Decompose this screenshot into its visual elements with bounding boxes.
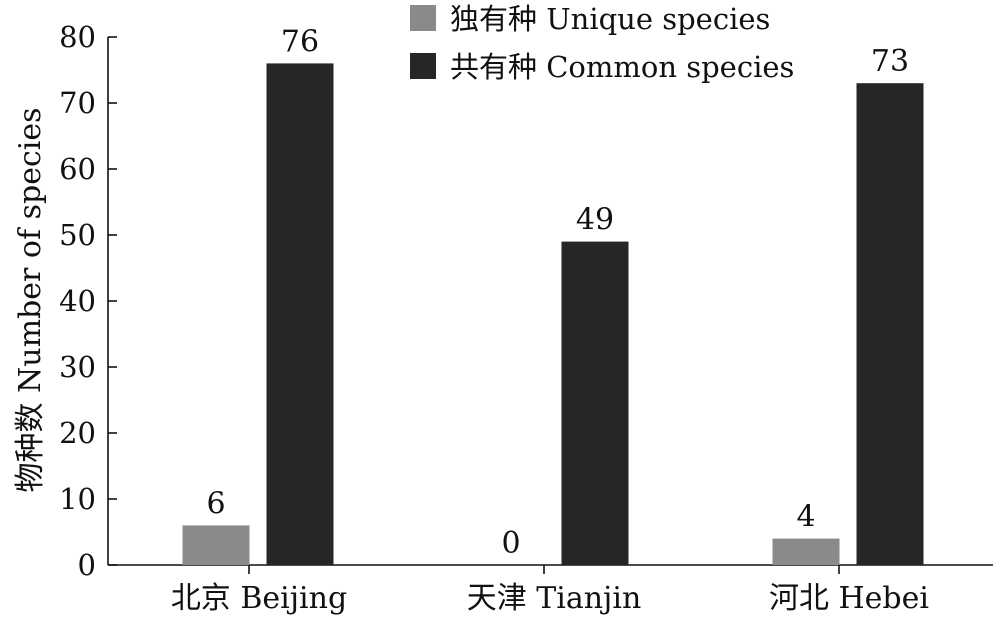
data-label: 4 (796, 500, 815, 535)
bar (772, 538, 840, 565)
y-tick-label: 20 (59, 416, 96, 450)
category-label: 北京 Beijing (171, 581, 347, 616)
y-tick-label: 10 (59, 482, 96, 516)
bar (561, 241, 629, 565)
legend: 独有种 Unique species 共有种 Common species (410, 2, 794, 84)
category-label: 天津 Tianjin (467, 581, 642, 616)
data-label: 49 (576, 203, 614, 238)
y-tick-label: 30 (59, 350, 96, 384)
bar (856, 83, 924, 565)
bar (266, 63, 334, 566)
y-tick-label: 60 (59, 152, 96, 186)
legend-swatch (410, 5, 436, 31)
y-tick-label: 50 (59, 218, 96, 252)
y-tick-label: 40 (59, 284, 96, 318)
y-axis-title: 物种数 Number of species (13, 108, 48, 493)
category-label: 河北 Hebei (769, 581, 929, 616)
legend-label: 共有种 Common species (450, 50, 794, 84)
data-label: 73 (871, 44, 909, 79)
y-tick-label: 70 (59, 86, 96, 120)
data-label: 6 (206, 486, 225, 521)
y-tick-label: 80 (59, 20, 96, 54)
data-label: 76 (281, 24, 319, 59)
bar (182, 525, 250, 565)
data-label: 0 (501, 526, 520, 561)
legend-label: 独有种 Unique species (450, 2, 770, 36)
y-tick-label: 0 (78, 548, 96, 582)
legend-swatch (410, 53, 436, 79)
